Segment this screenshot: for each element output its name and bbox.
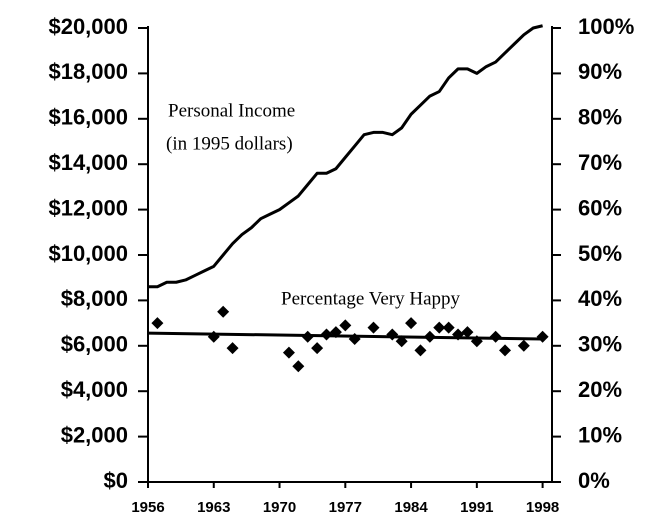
annotation: Personal Income	[168, 100, 295, 121]
point	[367, 321, 380, 334]
line	[147, 331, 543, 341]
line	[148, 24, 543, 289]
point	[489, 330, 502, 343]
point	[405, 317, 418, 330]
point	[282, 346, 295, 359]
y2-tick-label: 70%	[578, 150, 622, 175]
y-tick-label: $20,000	[48, 14, 128, 39]
y-tick-label: $16,000	[48, 105, 128, 130]
x-tick-label: 1956	[131, 499, 164, 516]
point	[151, 317, 164, 330]
y-tick-label: $4,000	[61, 377, 128, 402]
y-tick-label: $8,000	[61, 286, 128, 311]
point	[339, 319, 352, 332]
x-tick-label: 1970	[263, 499, 296, 516]
y2-tick-label: 90%	[578, 59, 622, 84]
x-tick-label: 1991	[460, 499, 493, 516]
annotation: (in 1995 dollars)	[166, 133, 293, 154]
point	[311, 342, 324, 355]
y2-tick-label: 60%	[578, 195, 622, 220]
y2-tick-label: 40%	[578, 286, 622, 311]
point	[461, 326, 474, 339]
y-tick-label: $0	[104, 468, 128, 493]
point	[217, 305, 230, 318]
point	[386, 328, 399, 341]
point	[292, 360, 305, 373]
y2-tick-label: 20%	[578, 377, 622, 402]
y2-tick-label: 0%	[578, 468, 610, 493]
y-tick-label: $6,000	[61, 332, 128, 357]
x-tick-label: 1963	[197, 499, 230, 516]
point	[499, 344, 512, 357]
y-tick-label: $2,000	[61, 422, 128, 447]
point	[414, 344, 427, 357]
y-tick-label: $10,000	[48, 241, 128, 266]
y-tick-label: $14,000	[48, 150, 128, 175]
y-tick-label: $12,000	[48, 195, 128, 220]
x-tick-label: 1984	[394, 499, 428, 516]
y2-tick-label: 80%	[578, 105, 622, 130]
y2-tick-label: 100%	[578, 14, 634, 39]
point	[433, 321, 446, 334]
y2-tick-label: 30%	[578, 332, 622, 357]
point	[517, 339, 530, 352]
y2-tick-label: 50%	[578, 241, 622, 266]
point	[536, 330, 549, 343]
y2-tick-label: 10%	[578, 422, 622, 447]
point	[442, 321, 455, 334]
point	[226, 342, 239, 355]
x-tick-label: 1998	[526, 499, 559, 516]
y-tick-label: $18,000	[48, 59, 128, 84]
x-tick-label: 1977	[329, 499, 362, 516]
annotation: Percentage Very Happy	[281, 288, 461, 309]
